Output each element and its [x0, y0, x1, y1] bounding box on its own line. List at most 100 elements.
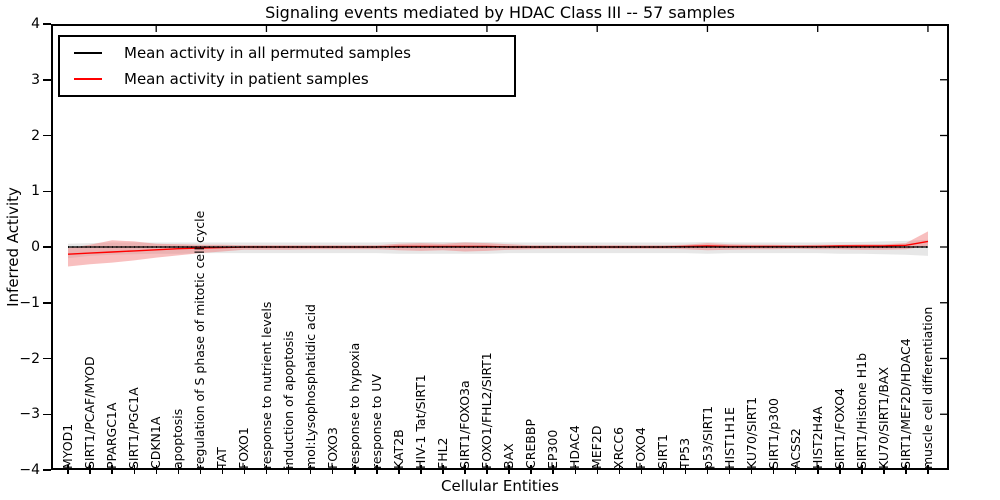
x-tick — [111, 465, 113, 474]
y-tick-label: −2 — [19, 350, 40, 367]
x-tick — [67, 465, 69, 474]
legend-label-permuted: Mean activity in all permuted samples — [124, 44, 411, 63]
y-tick-label: 4 — [31, 16, 40, 32]
x-tick-label: HIST2H4A — [809, 406, 825, 469]
x-tick — [420, 465, 422, 474]
x-tick — [772, 465, 775, 474]
x-tick — [618, 465, 620, 474]
legend-line-patient-icon — [74, 77, 102, 80]
x-tick — [243, 465, 246, 474]
y-tick — [43, 134, 51, 137]
x-tick — [750, 465, 753, 474]
x-tick-label: SIRT1/Histone H1b — [853, 352, 869, 469]
x-tick-label: KU70/SIRT1/BAX — [875, 366, 891, 469]
confidence-band-permuted — [68, 239, 928, 259]
x-tick — [574, 465, 576, 474]
x-tick — [927, 465, 929, 474]
x-tick-label: SIRT1/MEF2D/HDAC4 — [897, 338, 913, 469]
x-tick-label: FOXO4 — [633, 427, 649, 469]
x-tick-label: SIRT1/FOXO3a — [456, 380, 472, 469]
x-tick — [309, 465, 312, 474]
x-tick-label: SIRT1 — [655, 434, 671, 469]
x-tick-label: SIRT1/FOXO4 — [831, 388, 847, 469]
plot-frame — [51, 24, 949, 470]
x-tick-label: regulation of S phase of mitotic cell cy… — [192, 210, 208, 469]
y-tick-label: 1 — [31, 183, 40, 200]
x-tick-label: ACSS2 — [787, 428, 803, 469]
x-tick-label: FHL2 — [434, 437, 450, 469]
x-tick — [684, 465, 687, 474]
x-tick-label: muscle cell differentiation — [920, 306, 935, 469]
y-tick — [43, 79, 51, 81]
x-tick-label: mol:Lysophosphatidic acid — [302, 304, 318, 469]
x-tick — [265, 465, 268, 474]
y-tick — [43, 302, 51, 304]
y-tick-label: 3 — [31, 71, 40, 88]
x-tick — [817, 465, 819, 474]
x-tick — [442, 465, 444, 474]
x-tick — [199, 465, 202, 474]
chart-canvas — [51, 24, 949, 470]
x-axis-label: Cellular Entities — [441, 477, 559, 495]
x-tick — [883, 465, 885, 474]
x-tick — [596, 465, 598, 474]
y-tick-label: 2 — [31, 127, 40, 144]
x-tick-label: response to UV — [368, 374, 384, 469]
x-tick — [706, 465, 709, 474]
x-tick — [287, 465, 290, 474]
x-tick — [464, 465, 466, 474]
x-tick — [133, 465, 135, 474]
x-tick — [839, 465, 841, 474]
x-tick-label: BAX — [501, 443, 516, 469]
x-tick-label: FOXO1/FHL2/SIRT1 — [478, 352, 494, 469]
x-tick-label: FOXO3 — [324, 427, 340, 469]
x-tick-label: HDAC4 — [567, 425, 583, 469]
x-tick-label: TP53 — [677, 437, 693, 469]
x-tick-label: response to nutrient levels — [258, 301, 274, 469]
x-tick-label: KU70/SIRT1 — [743, 396, 759, 469]
x-tick — [508, 465, 510, 474]
x-tick — [728, 465, 731, 474]
x-tick-label: HIV-1 Tat/SIRT1 — [412, 374, 428, 469]
x-tick — [794, 465, 797, 474]
y-tick — [43, 23, 51, 25]
legend-line-permuted-icon — [74, 52, 102, 55]
y-tick-label: −1 — [19, 294, 40, 311]
x-tick — [177, 465, 180, 474]
chart-title: Signaling events mediated by HDAC Class … — [265, 3, 735, 22]
x-tick — [354, 465, 356, 474]
x-tick-label: XRCC6 — [611, 426, 627, 469]
y-tick — [43, 413, 51, 416]
x-tick — [486, 465, 488, 474]
y-tick — [43, 357, 51, 360]
x-tick-label: SIRT1/p300 — [765, 398, 781, 469]
x-tick-label: KAT2B — [390, 429, 406, 469]
x-tick — [552, 465, 554, 474]
x-tick-label: induction of apoptosis — [280, 330, 296, 469]
y-tick — [43, 469, 51, 471]
y-tick-label: −4 — [19, 462, 40, 478]
confidence-band-patient — [68, 231, 928, 267]
x-tick-label: CDKN1A — [148, 416, 164, 469]
x-tick-label: MEF2D — [589, 425, 605, 469]
legend-entry-patient: Mean activity in patient samples — [74, 70, 514, 88]
x-tick-label: SIRT1/PGC1A — [126, 387, 142, 469]
x-tick-label: HIST1H1E — [721, 407, 737, 469]
x-tick-label: EP300 — [545, 429, 561, 469]
x-tick — [89, 465, 91, 474]
x-tick-label: response to hypoxia — [346, 342, 362, 469]
x-tick — [155, 465, 157, 474]
x-tick-label: FOXO1 — [236, 427, 252, 469]
x-tick — [530, 465, 532, 474]
y-tick-label: 0 — [31, 239, 40, 255]
x-tick-label: CREBBP — [523, 419, 538, 469]
x-tick — [376, 465, 378, 474]
y-tick — [43, 246, 51, 248]
x-tick-label: TAT — [214, 447, 230, 469]
x-tick — [640, 465, 643, 474]
plot-area — [51, 24, 949, 470]
x-tick — [905, 465, 907, 474]
legend-label-patient: Mean activity in patient samples — [124, 69, 369, 88]
x-tick — [662, 465, 665, 474]
